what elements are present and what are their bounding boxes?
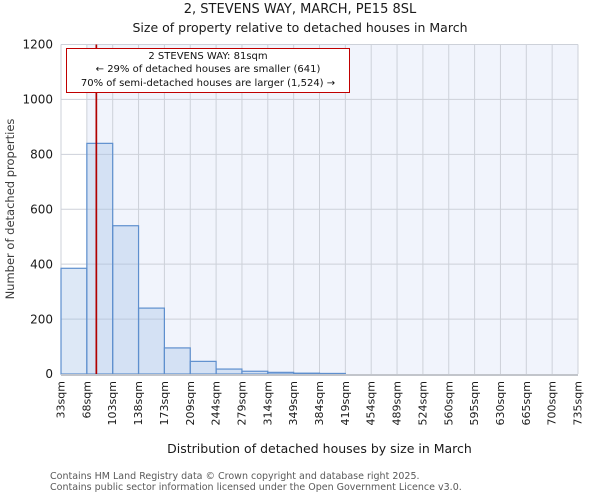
histogram-bar bbox=[215, 368, 243, 375]
histogram-bar bbox=[137, 307, 166, 375]
x-tick-label: 700sqm bbox=[546, 381, 559, 425]
x-tick-label: 489sqm bbox=[391, 381, 404, 425]
x-tick-label: 665sqm bbox=[520, 381, 533, 425]
property-annotation: 2 STEVENS WAY: 81sqm ← 29% of detached h… bbox=[66, 48, 350, 94]
histogram-bar bbox=[267, 371, 295, 375]
y-tick-label: 800 bbox=[30, 148, 53, 162]
x-tick-label: 244sqm bbox=[210, 381, 223, 425]
x-tick-label: 138sqm bbox=[132, 381, 145, 425]
footer-line-2: Contains public sector information licen… bbox=[50, 482, 462, 493]
histogram-bar bbox=[60, 267, 88, 375]
x-tick-label: 103sqm bbox=[106, 381, 119, 425]
histogram-bar bbox=[241, 370, 269, 375]
x-tick-label: 349sqm bbox=[287, 381, 300, 425]
x-tick-label: 279sqm bbox=[235, 381, 248, 425]
x-tick-label: 314sqm bbox=[261, 381, 274, 425]
annotation-line-1: 2 STEVENS WAY: 81sqm bbox=[148, 51, 268, 62]
x-tick-label: 68sqm bbox=[80, 381, 93, 418]
x-tick-label: 454sqm bbox=[365, 381, 378, 425]
histogram-bar bbox=[189, 360, 217, 375]
chart-subtitle: Size of property relative to detached ho… bbox=[132, 20, 468, 35]
y-tick-label: 0 bbox=[45, 367, 53, 381]
y-tick-label: 400 bbox=[30, 257, 53, 271]
histogram-bar bbox=[112, 225, 140, 375]
y-tick-label: 1200 bbox=[22, 38, 53, 52]
x-axis-label: Distribution of detached houses by size … bbox=[167, 441, 472, 456]
annotation-line-3: 70% of semi-detached houses are larger (… bbox=[80, 77, 336, 89]
y-tick-label: 1000 bbox=[22, 93, 53, 107]
y-tick-label: 200 bbox=[30, 312, 53, 326]
x-tick-label: 384sqm bbox=[313, 381, 326, 425]
footer: Contains HM Land Registry data © Crown c… bbox=[50, 471, 462, 493]
y-tick-label: 600 bbox=[30, 202, 53, 216]
histogram-bar bbox=[86, 142, 114, 375]
chart-title: 2, STEVENS WAY, MARCH, PE15 8SL bbox=[183, 2, 417, 17]
x-tick-label: 735sqm bbox=[572, 381, 585, 425]
annotation-line-2: ← 29% of detached houses are smaller (64… bbox=[95, 64, 321, 76]
x-tick-label: 630sqm bbox=[494, 381, 507, 425]
x-tick-label: 419sqm bbox=[339, 381, 352, 425]
x-tick-label: 209sqm bbox=[184, 381, 197, 425]
x-tick-label: 595sqm bbox=[468, 381, 481, 425]
x-tick-label: 173sqm bbox=[158, 381, 171, 425]
histogram-bar bbox=[163, 347, 191, 375]
histogram-bar bbox=[293, 372, 321, 375]
footer-line-1: Contains HM Land Registry data © Crown c… bbox=[50, 471, 420, 482]
x-tick-label: 560sqm bbox=[442, 381, 455, 425]
y-axis-label: Number of detached properties bbox=[3, 118, 17, 300]
histogram-bar bbox=[318, 372, 346, 375]
x-tick-label: 524sqm bbox=[416, 381, 429, 425]
x-tick-label: 33sqm bbox=[55, 381, 68, 418]
